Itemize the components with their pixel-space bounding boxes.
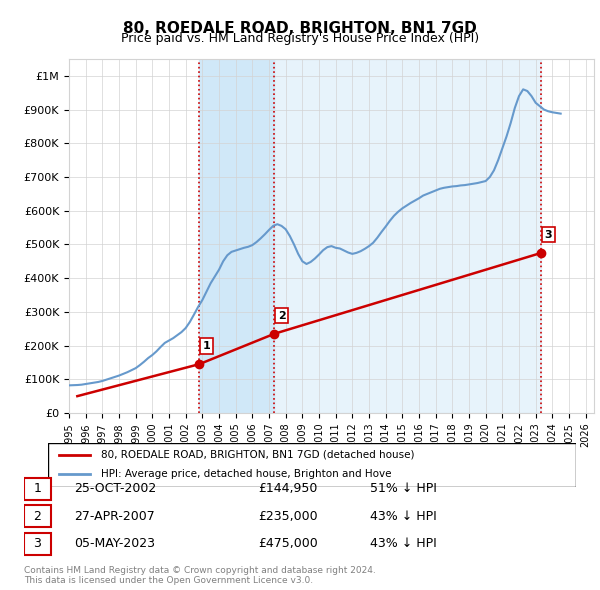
Text: 80, ROEDALE ROAD, BRIGHTON, BN1 7GD: 80, ROEDALE ROAD, BRIGHTON, BN1 7GD: [123, 21, 477, 35]
FancyBboxPatch shape: [24, 505, 51, 527]
Text: £144,950: £144,950: [259, 482, 318, 495]
Text: 51% ↓ HPI: 51% ↓ HPI: [370, 482, 437, 495]
Text: 05-MAY-2023: 05-MAY-2023: [74, 537, 155, 550]
FancyBboxPatch shape: [48, 442, 576, 487]
Text: Price paid vs. HM Land Registry's House Price Index (HPI): Price paid vs. HM Land Registry's House …: [121, 32, 479, 45]
Text: 25-OCT-2002: 25-OCT-2002: [74, 482, 157, 495]
Text: Contains HM Land Registry data © Crown copyright and database right 2024.
This d: Contains HM Land Registry data © Crown c…: [24, 566, 376, 585]
Text: 43% ↓ HPI: 43% ↓ HPI: [370, 537, 437, 550]
Bar: [199, 59, 274, 413]
Bar: [274, 59, 541, 413]
Text: 2: 2: [278, 310, 286, 320]
Text: £475,000: £475,000: [259, 537, 318, 550]
Text: 3: 3: [545, 230, 552, 240]
Text: £235,000: £235,000: [259, 510, 318, 523]
Text: 3: 3: [34, 537, 41, 550]
Text: 1: 1: [34, 482, 41, 495]
Text: 80, ROEDALE ROAD, BRIGHTON, BN1 7GD (detached house): 80, ROEDALE ROAD, BRIGHTON, BN1 7GD (det…: [101, 450, 415, 460]
Text: 1: 1: [203, 341, 211, 351]
FancyBboxPatch shape: [24, 478, 51, 500]
Text: 43% ↓ HPI: 43% ↓ HPI: [370, 510, 437, 523]
Text: HPI: Average price, detached house, Brighton and Hove: HPI: Average price, detached house, Brig…: [101, 470, 391, 479]
Text: 27-APR-2007: 27-APR-2007: [74, 510, 155, 523]
FancyBboxPatch shape: [24, 533, 51, 555]
Text: 2: 2: [34, 510, 41, 523]
